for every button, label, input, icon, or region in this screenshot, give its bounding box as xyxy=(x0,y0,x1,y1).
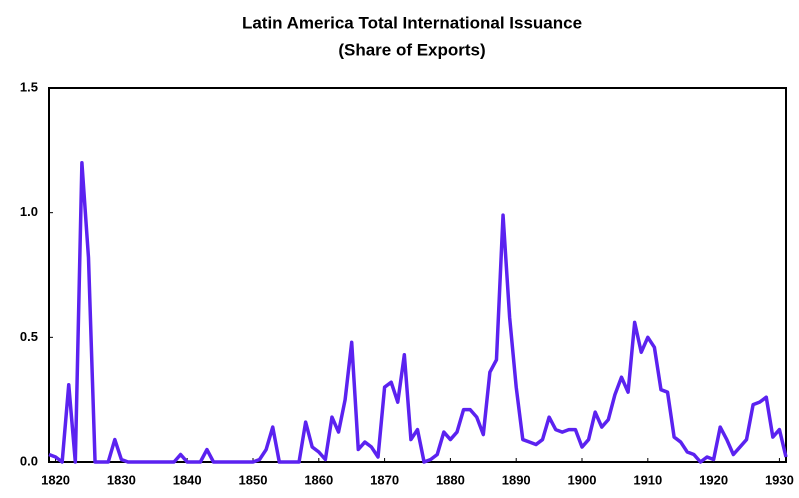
y-tick-label: 1.0 xyxy=(20,204,38,219)
y-tick-label: 0.0 xyxy=(20,453,38,468)
chart-subtitle: (Share of Exports) xyxy=(338,40,485,59)
y-tick-label: 0.5 xyxy=(20,329,38,344)
x-tick-label: 1890 xyxy=(502,472,531,487)
x-tick-label: 1830 xyxy=(107,472,136,487)
x-tick-label: 1850 xyxy=(239,472,268,487)
x-tick-label: 1920 xyxy=(699,472,728,487)
x-tick-label: 1820 xyxy=(41,472,70,487)
plot-frame xyxy=(48,87,787,463)
data-line xyxy=(48,161,788,464)
x-tick-label: 1900 xyxy=(568,472,597,487)
x-tick-label: 1910 xyxy=(633,472,662,487)
x-tick-label: 1880 xyxy=(436,472,465,487)
chart-title: Latin America Total International Issuan… xyxy=(242,13,582,32)
y-tick-label: 1.5 xyxy=(20,79,38,94)
x-tick-label: 1860 xyxy=(304,472,333,487)
x-tick-label: 1840 xyxy=(173,472,202,487)
x-tick-label: 1870 xyxy=(370,472,399,487)
x-tick-label: 1930 xyxy=(765,472,794,487)
